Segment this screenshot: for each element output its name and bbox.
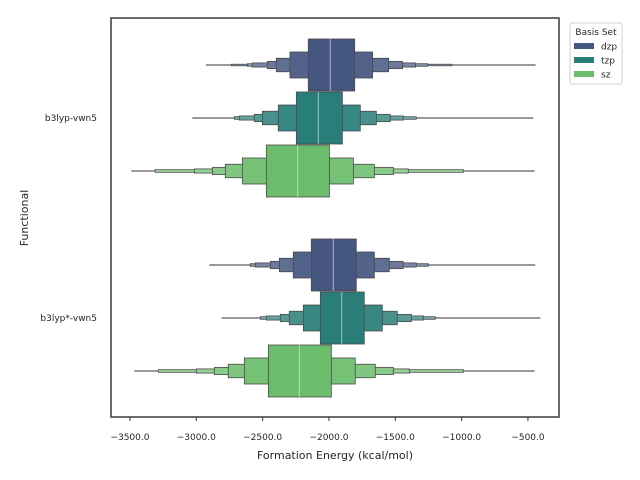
legend-label: sz [601, 71, 611, 81]
letter-value-box [295, 91, 343, 145]
x-tick-label: −1000.0 [442, 433, 481, 443]
letter-value-box [310, 238, 357, 292]
boxen-tzp-0 [192, 91, 534, 145]
legend-label: tzp [601, 57, 615, 67]
x-tick-label: −3500.0 [110, 433, 149, 443]
legend-label: dzp [601, 43, 617, 53]
y-axis-label: Functional [18, 190, 31, 247]
x-tick-label: −1500.0 [376, 433, 415, 443]
legend-swatch-dzp [574, 43, 594, 49]
letter-value-box [319, 291, 365, 345]
boxen-dzp-1 [209, 238, 536, 292]
letter-value-box [265, 144, 330, 198]
y-tick-label: b3lyp-vwn5 [45, 114, 97, 124]
boxen-sz-1 [134, 344, 535, 398]
x-tick-label: −3000.0 [177, 433, 216, 443]
y-axis: b3lyp-vwn5 b3lyp*-vwn5 [40, 114, 97, 324]
letter-value-box [267, 344, 332, 398]
boxen-tzp-1 [221, 291, 541, 345]
x-tick-label: −2500.0 [243, 433, 282, 443]
legend-box [569, 22, 623, 85]
legend-swatch-sz [574, 71, 594, 77]
x-axis: −3500.0 −3000.0 −2500.0 −2000.0 −1500.0 −1000… [110, 417, 545, 443]
plot-marks [131, 38, 541, 398]
letter-value-box [307, 38, 356, 92]
legend: Basis Set dzp tzp sz [569, 22, 623, 85]
x-axis-label: Formation Energy (kcal/mol) [257, 449, 413, 462]
axes-frame [110, 17, 560, 418]
y-tick-label: b3lyp*-vwn5 [40, 314, 97, 324]
x-tick-label: −500.0 [511, 433, 545, 443]
legend-swatch-tzp [574, 57, 594, 63]
boxen-sz-0 [131, 144, 535, 198]
legend-title: Basis Set [575, 28, 617, 38]
x-tick-label: −2000.0 [309, 433, 348, 443]
boxen-dzp-0 [205, 38, 536, 92]
